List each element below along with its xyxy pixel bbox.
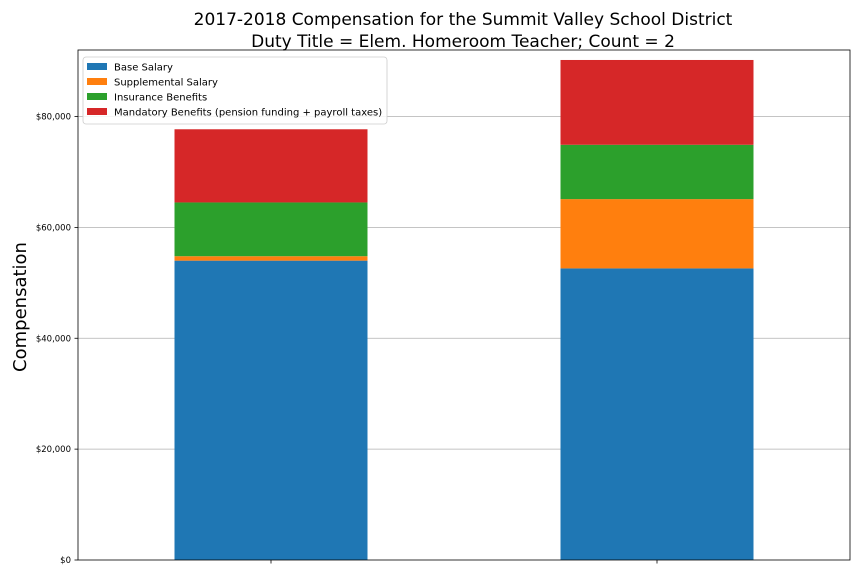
legend-label: Base Salary (114, 63, 173, 74)
y-tick-label: $60,000 (36, 223, 71, 233)
bar-segment (560, 144, 754, 200)
bar-segment (560, 59, 754, 145)
y-tick-label: $80,000 (36, 113, 71, 123)
bars-layer (174, 59, 754, 560)
y-tick-label: $20,000 (36, 445, 71, 455)
plot-frame (77, 49, 851, 561)
y-axis-label: Compensation (10, 242, 31, 372)
chart-title-line-2: Duty Title = Elem. Homeroom Teacher; Cou… (251, 32, 675, 52)
bar-segment (174, 260, 368, 560)
bar-segment (560, 199, 754, 269)
legend-swatch (87, 63, 107, 70)
legend: Base Salary Supplemental Salary Insurance … (82, 56, 388, 125)
bar-segment (174, 256, 368, 261)
legend-label: Insurance Benefits (114, 93, 207, 104)
legend-swatch (87, 108, 107, 115)
legend-swatch (87, 93, 107, 100)
chart-title-line-1: 2017-2018 Compensation for the Summit Va… (194, 10, 733, 30)
axes-layer: $0 $20,000 $40,000 $60,000 $80,000 (36, 49, 851, 566)
bar-segment (560, 268, 754, 560)
bar-segment (174, 202, 368, 257)
y-tick-label: $40,000 (36, 334, 71, 344)
legend-label: Supplemental Salary (114, 78, 218, 89)
legend-swatch (87, 78, 107, 85)
legend-label: Mandatory Benefits (pension funding + pa… (114, 108, 382, 119)
bar-segment (174, 129, 368, 203)
y-tick-label: $0 (60, 556, 71, 566)
legend-frame (82, 56, 388, 125)
